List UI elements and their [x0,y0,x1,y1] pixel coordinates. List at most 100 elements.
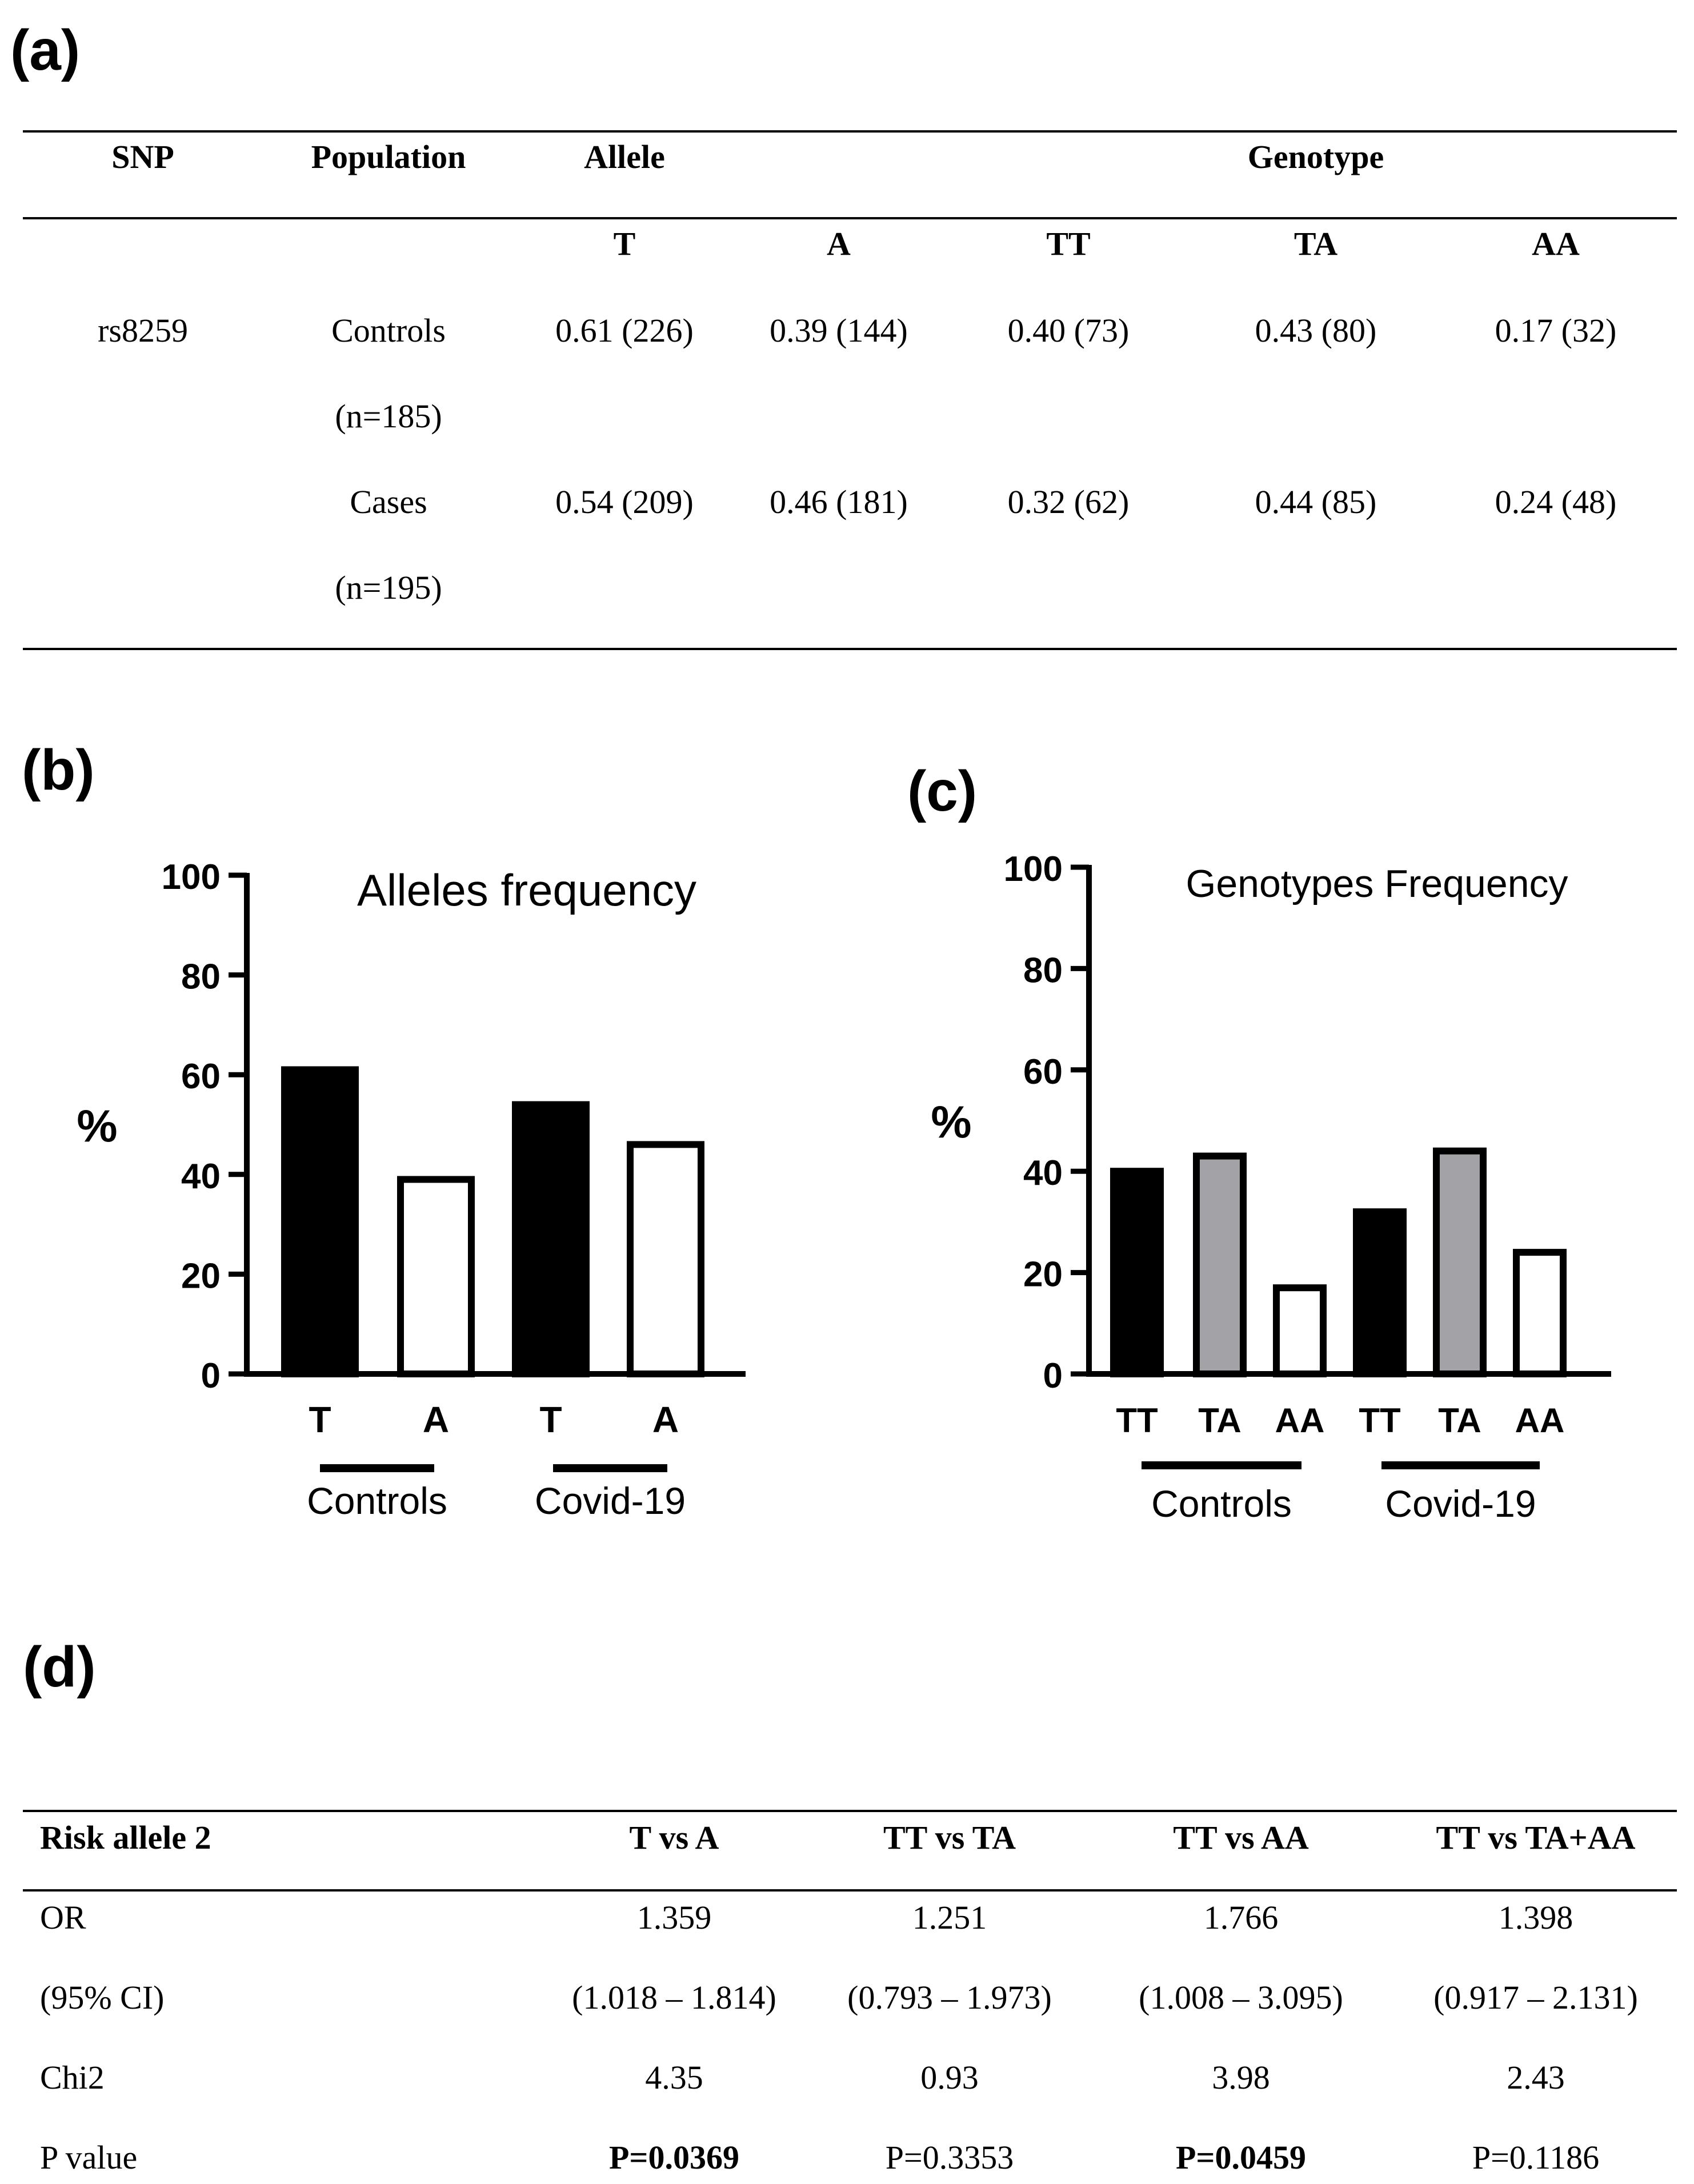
group-label: Controls [307,1480,447,1522]
x-tick-label: TA [1198,1401,1242,1440]
bar [1513,1249,1567,1377]
table-d-row-label: OR [40,1899,86,1936]
table-a-controls-t: 0.61 (226) [555,312,694,349]
table-a-header-population: Population [311,138,466,175]
table-a-header-snp: SNP [111,138,174,175]
table-a-header-allele: Allele [584,138,665,175]
panel-label-a: (a) [10,18,81,82]
bar [1433,1147,1487,1377]
table-a-sub-a: A [827,225,851,262]
table-d-header-label: Risk allele 2 [40,1819,211,1856]
bar [512,1101,590,1378]
table-a-cases-tt: 0.32 (62) [1007,483,1130,520]
bar [1273,1284,1327,1378]
x-tick-label: A [423,1399,449,1440]
table-a-sub-aa: AA [1532,225,1580,262]
y-tick-label: 100 [162,857,221,897]
table-a-cases-aa: 0.24 (48) [1495,483,1617,520]
table-d-cell: P=0.0369 [609,2139,739,2176]
y-tick-label: 40 [181,1157,221,1196]
group-label: Covid-19 [535,1480,686,1522]
bar [281,1066,359,1378]
table-a-controls-aa: 0.17 (32) [1495,312,1617,349]
table-d-top-rule [23,1810,1677,1812]
table-d-cell: 4.35 [645,2059,703,2096]
table-d-cell: (0.793 – 1.973) [847,1979,1052,2016]
table-d-cell: P=0.1186 [1472,2139,1600,2176]
table-a-snp-id: rs8259 [98,312,188,349]
chart-title: Alleles frequency [357,865,696,915]
table-a-sub-tt: TT [1046,225,1091,262]
y-tick-label: 20 [1023,1255,1063,1295]
y-tick-label: 0 [201,1356,221,1396]
group-label: Controls [1151,1482,1292,1525]
table-d-cell: 2.43 [1507,2059,1565,2096]
x-tick-label: T [539,1399,562,1440]
table-a-controls-n: (n=185) [335,398,442,435]
y-axis-label: % [931,1097,971,1148]
table-d-cell: 3.98 [1212,2059,1270,2096]
x-tick-label: TT [1359,1401,1400,1440]
table-a-controls-ta: 0.43 (80) [1255,312,1377,349]
table-d-cell: P=0.0459 [1176,2139,1306,2176]
table-a-controls-label: Controls [331,312,446,349]
table-a-cases-a: 0.46 (181) [770,483,908,520]
table-a-top-rule [23,130,1677,133]
y-tick-label: 40 [1023,1153,1063,1193]
y-tick-label: 60 [1023,1052,1063,1092]
group-label: Covid-19 [1385,1482,1536,1525]
table-d-header-rule [23,1889,1677,1892]
table-d-header-t-vs-a: T vs A [629,1819,719,1856]
bar [1193,1152,1247,1378]
y-tick-label: 100 [1004,849,1063,889]
x-tick-label: AA [1515,1401,1565,1440]
table-d-cell: 0.93 [920,2059,979,2096]
table-d-cell: (1.018 – 1.814) [572,1979,776,2016]
x-tick-label: A [652,1399,679,1440]
table-d-cell: 1.359 [636,1899,712,1936]
x-tick-label: TT [1116,1401,1158,1440]
bar [627,1141,704,1377]
table-d-header-tt-vs-ta: TT vs TA [883,1819,1016,1856]
y-tick-label: 0 [1043,1356,1063,1396]
y-tick-label: 80 [1023,951,1063,990]
x-tick-label: AA [1275,1401,1325,1440]
panel-label-b: (b) [22,738,95,802]
y-tick-label: 20 [181,1256,221,1296]
panel-label-d: (d) [23,1635,96,1699]
table-d-cell: 1.251 [912,1899,987,1936]
table-d-header-tt-vs-aa: TT vs AA [1173,1819,1309,1856]
table-d-header-tt-vs-ta-aa: TT vs TA+AA [1436,1819,1636,1856]
bar [397,1176,475,1378]
x-tick-label: T [309,1399,331,1440]
table-a-header-genotype: Genotype [1247,138,1384,175]
table-d-row-label: Chi2 [40,2059,105,2096]
panel-label-c: (c) [907,759,978,823]
table-a-cases-ta: 0.44 (85) [1255,483,1377,520]
table-d-row-label: P value [40,2139,138,2176]
bar [1110,1168,1164,1377]
table-a-header-rule [23,217,1677,219]
table-d-cell: 1.398 [1498,1899,1573,1936]
genotypes-frequency-chart: 0 20 40 60 80 100% Genotypes Frequency TT TA AA TT… [931,849,1611,1525]
bar [1353,1208,1407,1377]
table-a-bottom-rule [23,648,1677,650]
alleles-frequency-chart: 0 20 40 60 80 100% Alleles frequency T A T A Contro… [77,857,746,1522]
table-a-sub-ta: TA [1293,225,1338,262]
table-a-cases-t: 0.54 (209) [555,483,694,520]
table-a-cases-label: Cases [350,483,427,520]
table-d-row-label: (95% CI) [40,1979,165,2016]
table-d-cell: (0.917 – 2.131) [1433,1979,1638,2016]
table-a-sub-t: T [613,225,636,262]
y-tick-label: 80 [181,957,221,997]
table-d-cell: 1.766 [1203,1899,1279,1936]
y-axis-label: % [77,1101,117,1152]
x-tick-label: TA [1438,1401,1481,1440]
y-tick-label: 60 [181,1057,221,1096]
table-a-controls-tt: 0.40 (73) [1007,312,1130,349]
table-d-cell: (1.008 – 3.095) [1139,1979,1343,2016]
table-d-cell: P=0.3353 [885,2139,1014,2176]
chart-title: Genotypes Frequency [1186,862,1568,905]
table-a-cases-n: (n=195) [335,569,442,606]
